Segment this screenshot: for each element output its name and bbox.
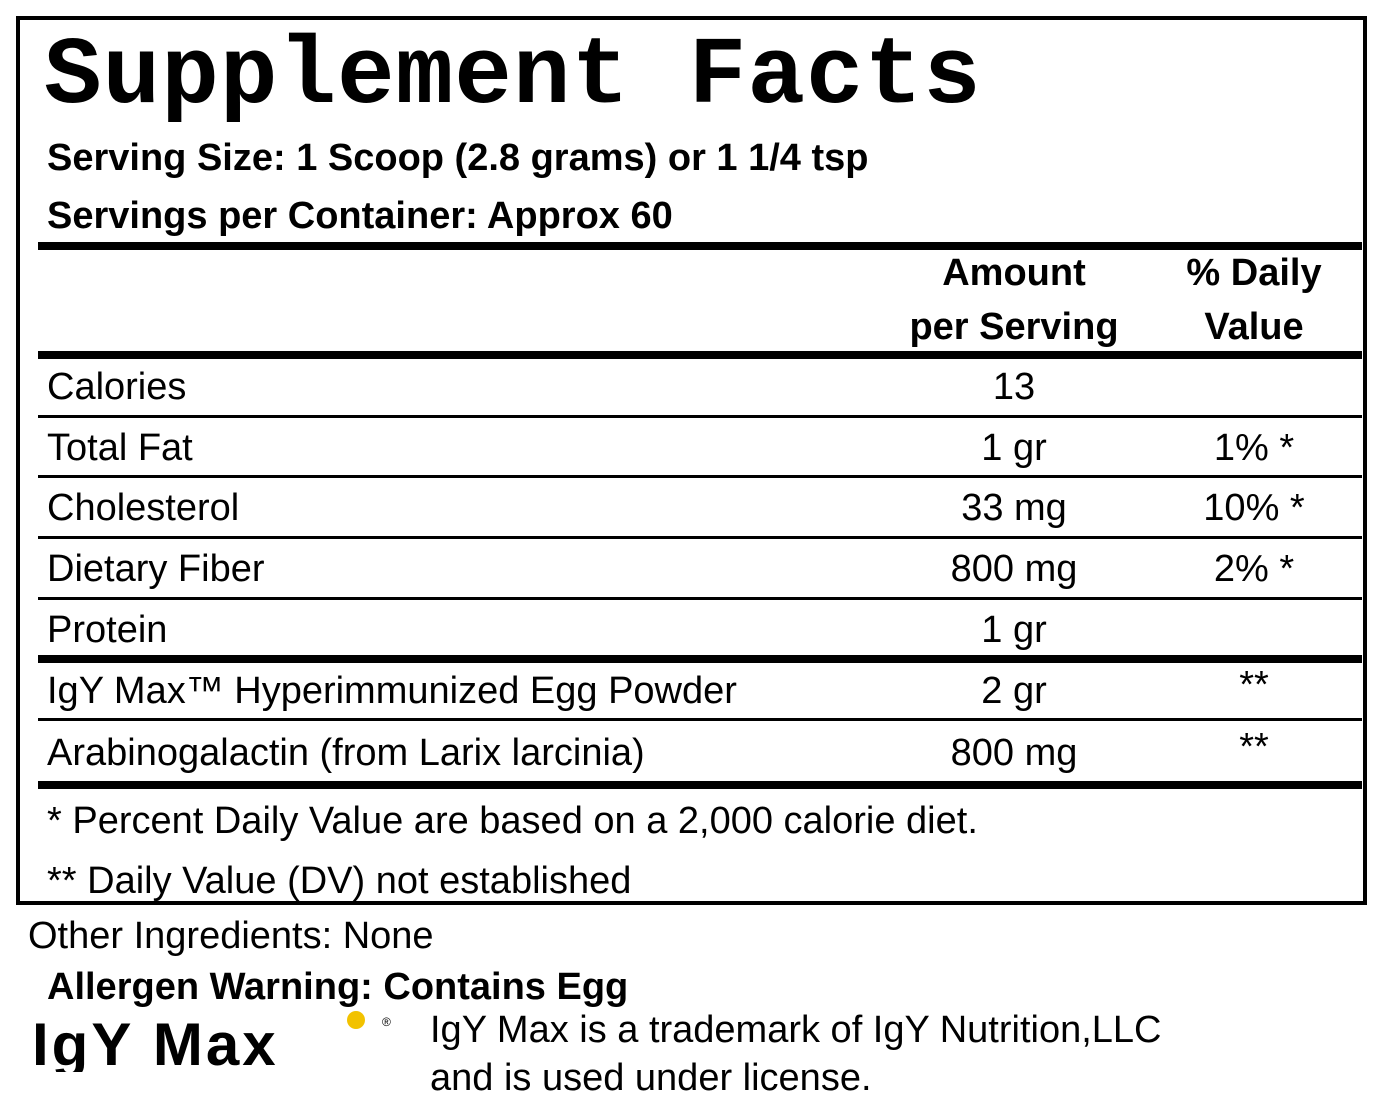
nutrient-name: Cholesterol <box>47 487 240 529</box>
divider-thick <box>38 351 1362 359</box>
header-amount-line1: Amount <box>942 252 1086 294</box>
nutrient-name: IgY Max™ Hyperimmunized Egg Powder <box>47 670 737 712</box>
trademark-line-1: IgY Max is a trademark of IgY Nutrition,… <box>430 1009 1162 1051</box>
header-daily-value: % Daily Value <box>1140 246 1368 354</box>
nutrient-name: Arabinogalactin (from Larix larcinia) <box>47 732 645 774</box>
nutrient-name: Dietary Fiber <box>47 548 265 590</box>
footnote-percent-daily-value: * Percent Daily Value are based on a 2,0… <box>47 800 978 842</box>
logo-registered-mark: ® <box>382 1015 391 1029</box>
footnote-dv-not-established: ** Daily Value (DV) not established <box>47 860 632 902</box>
nutrient-daily-value: 10% * <box>1203 487 1305 529</box>
supplement-facts-panel <box>16 16 1367 905</box>
divider-thick <box>38 242 1362 250</box>
nutrient-name: Calories <box>47 366 187 408</box>
nutrient-amount: 1 gr <box>981 609 1047 651</box>
divider-thin <box>38 597 1362 600</box>
divider-thin <box>38 536 1362 539</box>
nutrient-daily-value: ** <box>1239 664 1269 706</box>
nutrient-daily-value: 2% * <box>1213 548 1295 590</box>
panel-title: Supplement Facts <box>44 22 982 131</box>
header-dv-line1: % Daily <box>1186 252 1322 294</box>
nutrient-amount: 800 mg <box>950 548 1078 590</box>
serving-size: Serving Size: 1 Scoop (2.8 grams) or 1 1… <box>47 137 869 179</box>
nutrient-amount: 13 <box>992 366 1036 408</box>
allergen-warning: Allergen Warning: Contains Egg <box>47 966 629 1008</box>
logo-wordmark: IgY Max <box>32 1011 279 1072</box>
divider-thin <box>38 475 1362 478</box>
nutrient-row-calories: Calories 13 <box>47 357 1366 417</box>
nutrient-row-igy-max: IgY Max™ Hyperimmunized Egg Powder 2 gr … <box>47 661 1366 721</box>
trademark-note: IgY Max is a trademark of IgY Nutrition,… <box>430 1006 1161 1102</box>
nutrient-name: Total Fat <box>47 427 193 469</box>
nutrient-amount: 800 mg <box>950 732 1078 774</box>
nutrient-daily-value: 1% * <box>1213 427 1295 469</box>
other-ingredients: Other Ingredients: None <box>28 915 434 957</box>
nutrient-row-protein: Protein 1 gr <box>47 600 1366 660</box>
nutrient-row-arabinogalactin: Arabinogalactin (from Larix larcinia) 80… <box>47 723 1366 783</box>
logo-yellow-dot <box>347 1011 365 1029</box>
nutrient-amount: 1 gr <box>981 427 1047 469</box>
nutrient-amount: 33 mg <box>961 487 1067 529</box>
nutrient-row-cholesterol: Cholesterol 33 mg 10% * <box>47 478 1366 538</box>
header-amount-line2: per Serving <box>909 306 1119 348</box>
nutrient-row-dietary-fiber: Dietary Fiber 800 mg 2% * <box>47 539 1366 599</box>
servings-per-container: Servings per Container: Approx 60 <box>47 195 673 237</box>
header-amount-per-serving: Amount per Serving <box>880 246 1148 354</box>
nutrient-row-total-fat: Total Fat 1 gr 1% * <box>47 418 1366 478</box>
nutrient-daily-value: ** <box>1239 726 1269 768</box>
divider-thin <box>38 415 1362 418</box>
divider-thick <box>38 781 1362 789</box>
header-dv-line2: Value <box>1204 306 1304 348</box>
nutrient-name: Protein <box>47 609 168 651</box>
nutrient-amount: 2 gr <box>981 670 1047 712</box>
divider-thick <box>38 655 1362 663</box>
trademark-line-2: and is used under license. <box>430 1057 872 1099</box>
igy-max-logo: IgY Max ® <box>32 1011 391 1072</box>
divider-thin <box>38 718 1362 721</box>
